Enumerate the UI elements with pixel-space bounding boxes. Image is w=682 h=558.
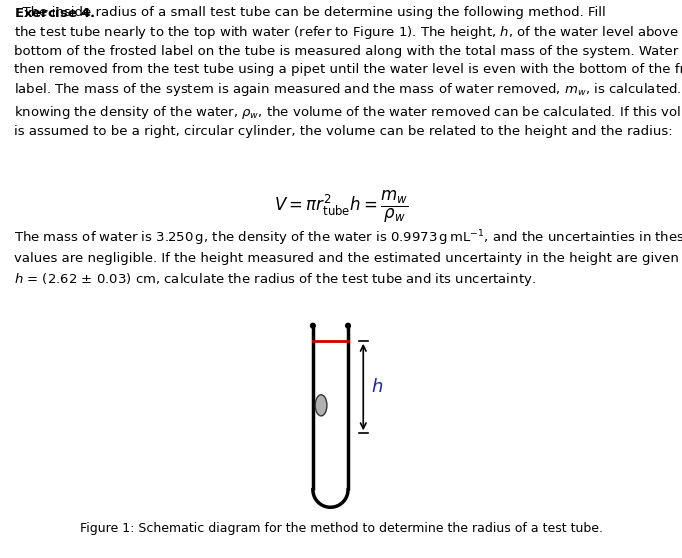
Text: $\mathbf{Exercise\ 4.}$: $\mathbf{Exercise\ 4.}$ <box>14 6 95 20</box>
Ellipse shape <box>315 395 327 416</box>
Circle shape <box>346 323 351 328</box>
Circle shape <box>310 323 315 328</box>
Text: $h$: $h$ <box>371 378 383 396</box>
Text: Figure 1: Schematic diagram for the method to determine the radius of a test tub: Figure 1: Schematic diagram for the meth… <box>80 522 602 536</box>
Text: The inside radius of a small test tube can be determine using the following meth: The inside radius of a small test tube c… <box>14 6 682 138</box>
Text: $V = \pi r^2_{\mathrm{tube}}h = \dfrac{m_w}{\rho_w}$: $V = \pi r^2_{\mathrm{tube}}h = \dfrac{m… <box>273 189 409 225</box>
Text: The mass of water is 3.250$\,$g, the density of the water is 0.9973$\,$g$\,$mL$^: The mass of water is 3.250$\,$g, the den… <box>14 228 682 288</box>
